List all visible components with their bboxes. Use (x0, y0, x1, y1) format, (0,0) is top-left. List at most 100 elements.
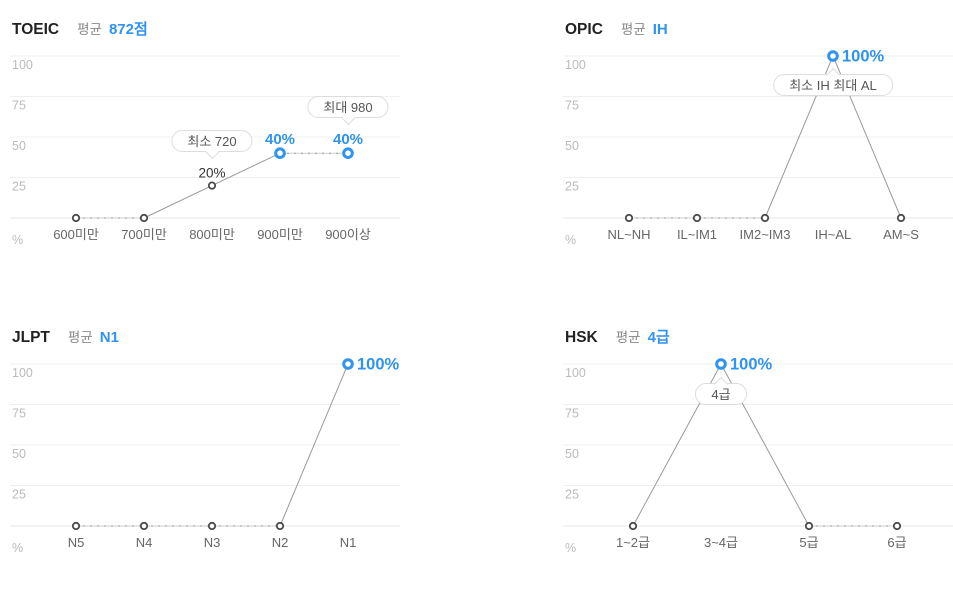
point-value-label: 100% (730, 356, 773, 374)
plot-area: 100 75 50 25% N5 N4 N3 N2 100% N1 (10, 356, 405, 576)
chart-title: OPIC (565, 21, 603, 38)
series-segment (143, 185, 213, 219)
line-chart-toeic: 100 75 50 25% 600미만 700미만 20% 800미만 40% 900미만 40% 9… (10, 55, 400, 247)
data-point-toeic-0[interactable] (71, 213, 81, 223)
x-axis-category-label: N4 (136, 535, 153, 550)
x-axis-category-label: 900이상 (325, 227, 371, 242)
x-axis-category-label: N2 (272, 535, 289, 550)
series-segment (211, 152, 281, 187)
tooltip-text: 4급 (711, 387, 731, 402)
y-axis-tick-label: 75 (565, 99, 579, 113)
data-point-opic-4[interactable] (896, 213, 906, 223)
y-axis-tick-label: 100 (12, 58, 33, 72)
x-axis-category-label: AM~S (883, 227, 919, 242)
y-axis-tick-label: 50 (565, 139, 579, 153)
average-value: 872점 (108, 21, 148, 38)
data-point-opic-3[interactable] (827, 50, 839, 62)
chart-panel-toeic: TOEIC 평균 872점 100 75 50 25% 600미만 700미만 20% 800미만… (10, 8, 405, 288)
chart-header: JLPT 평균 N1 (10, 316, 405, 356)
tooltip-text: 최대 980 (323, 100, 373, 115)
y-axis-tick-label: 100 (565, 58, 586, 72)
data-point-jlpt-1[interactable] (139, 521, 149, 531)
line-chart-jlpt: 100 75 50 25% N5 N4 N3 N2 100% N1 (10, 356, 400, 555)
y-axis-tick-label: 25 (12, 488, 26, 502)
data-point-opic-2[interactable] (760, 213, 770, 223)
line-chart-hsk: 100 75 50 25% 1~2급 100% 3~4급 5급 6급 (563, 356, 953, 555)
y-axis-unit-label: % (12, 233, 23, 247)
y-axis-tick-label: 25 (565, 488, 579, 502)
data-point-hsk-0[interactable] (628, 521, 638, 531)
x-axis-category-label: N1 (340, 535, 357, 550)
average-value: 4급 (647, 329, 670, 346)
x-axis-category-label: 900미만 (257, 227, 303, 242)
x-axis-category-label: N5 (68, 535, 85, 550)
data-point-hsk-2[interactable] (804, 521, 814, 531)
y-axis-tick-label: 25 (565, 180, 579, 194)
tooltip-hsk-0: 4급 (695, 376, 747, 405)
average-label: 평균 (67, 330, 93, 345)
average-label: 평균 (77, 22, 102, 37)
plot-area: 100 75 50 25% NL~NH IL~IM1 IM2~IM3 100% IH~AL AM~… (563, 48, 953, 268)
data-point-jlpt-3[interactable] (275, 521, 285, 531)
point-value-label: 100% (842, 48, 885, 66)
y-axis-tick-label: 100 (12, 366, 33, 380)
average-label: 평균 (615, 330, 641, 345)
x-axis-category-label: IH~AL (815, 227, 852, 242)
point-value-label: 40% (333, 131, 363, 148)
point-value-label: 20% (198, 166, 225, 181)
data-point-jlpt-2[interactable] (207, 521, 217, 531)
plot-area: 100 75 50 25% 1~2급 100% 3~4급 5급 6급 4급 (563, 356, 953, 576)
chart-header: TOEIC 평균 872점 (10, 8, 405, 48)
data-point-toeic-2[interactable] (207, 181, 217, 190)
y-axis-unit-label: % (565, 541, 576, 555)
data-point-toeic-4[interactable] (342, 147, 354, 159)
x-axis-category-label: IL~IM1 (677, 227, 717, 242)
x-axis-category-label: NL~NH (608, 227, 651, 242)
x-axis-category-label: 600미만 (53, 227, 99, 242)
data-point-opic-0[interactable] (624, 213, 634, 223)
y-axis-tick-label: 75 (12, 99, 26, 113)
chart-panel-hsk: HSK 평균 4급 100 75 50 25% 1~2급 100% 3~4급 5급 6급 4급 (563, 316, 953, 596)
x-axis-category-label: N3 (204, 535, 221, 550)
data-point-opic-1[interactable] (692, 213, 702, 223)
data-point-jlpt-0[interactable] (71, 521, 81, 531)
plot-area: 100 75 50 25% 600미만 700미만 20% 800미만 40% 900미만 40% 9… (10, 48, 405, 268)
average-value: IH (652, 21, 668, 38)
x-axis-category-label: 800미만 (189, 227, 235, 242)
chart-title: HSK (565, 329, 598, 346)
tooltip-opic-0: 최소 IH 최대 AL (773, 67, 893, 96)
x-axis-category-label: 1~2급 (616, 535, 650, 550)
x-axis-category-label: 3~4급 (704, 535, 738, 550)
y-axis-tick-label: 75 (565, 407, 579, 421)
tooltip-text: 최소 IH 최대 AL (789, 78, 877, 93)
y-axis-tick-label: 25 (12, 180, 26, 194)
x-axis-category-label: IM2~IM3 (740, 227, 791, 242)
tooltip-toeic-1: 최대 980 (307, 96, 389, 125)
line-chart-opic: 100 75 50 25% NL~NH IL~IM1 IM2~IM3 100% IH~AL AM~… (563, 48, 953, 247)
point-value-label: 40% (265, 131, 295, 148)
x-axis-category-label: 5급 (799, 535, 818, 550)
chart-title: TOEIC (12, 21, 60, 38)
y-axis-tick-label: 50 (12, 447, 26, 461)
chart-panel-jlpt: JLPT 평균 N1 100 75 50 25% N5 N4 N3 N2 100% N1 (10, 316, 405, 596)
y-axis-tick-label: 50 (12, 139, 26, 153)
data-point-toeic-3[interactable] (274, 147, 286, 159)
average-label: 평균 (620, 22, 646, 37)
y-axis-tick-label: 75 (12, 407, 26, 421)
y-axis-unit-label: % (12, 541, 23, 555)
average-value: N1 (99, 329, 119, 346)
data-point-jlpt-4[interactable] (342, 358, 354, 370)
data-point-hsk-1[interactable] (715, 358, 727, 370)
tooltip-text: 최소 720 (187, 134, 237, 149)
data-point-toeic-1[interactable] (139, 213, 149, 223)
y-axis-tick-label: 100 (565, 366, 586, 380)
x-axis-category-label: 700미만 (121, 227, 167, 242)
chart-panel-opic: OPIC 평균 IH 100 75 50 25% NL~NH IL~IM1 IM2~IM3 100… (563, 8, 953, 288)
y-axis-tick-label: 50 (565, 447, 579, 461)
data-point-hsk-3[interactable] (892, 521, 902, 531)
series-segment (279, 363, 349, 527)
x-axis-category-label: 6급 (887, 535, 906, 550)
tooltip-toeic-0: 최소 720 (171, 130, 253, 159)
point-value-label: 100% (357, 356, 400, 374)
chart-header: OPIC 평균 IH (563, 8, 953, 48)
